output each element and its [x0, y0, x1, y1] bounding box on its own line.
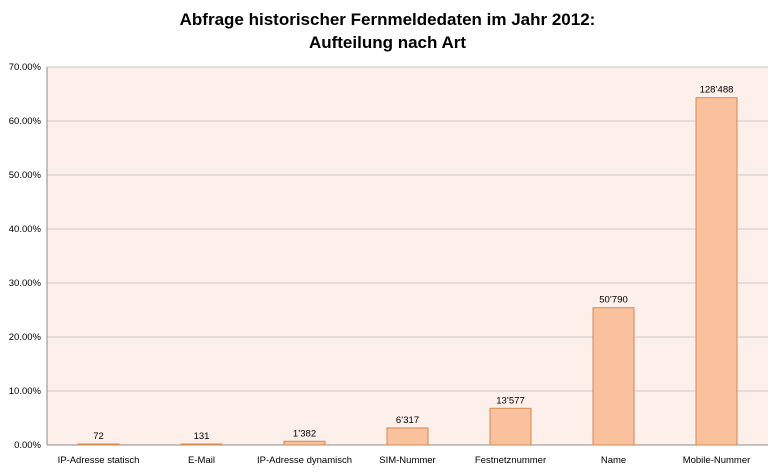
data-label: 50’790 — [599, 295, 628, 306]
data-label: 6’317 — [396, 415, 419, 426]
x-category-label: Name — [601, 455, 626, 466]
bar — [180, 443, 223, 446]
data-label: 131 — [194, 431, 210, 442]
bar — [695, 97, 738, 446]
y-tick-label: 60.00% — [9, 116, 42, 127]
y-tick-label: 50.00% — [9, 170, 42, 181]
bar — [489, 407, 532, 446]
y-tick-label: 40.00% — [9, 224, 42, 235]
bar — [283, 440, 326, 446]
x-category-label: IP-Adresse dynamisch — [257, 455, 352, 466]
x-category-label: SIM-Nummer — [379, 455, 435, 466]
y-tick-label: 10.00% — [9, 386, 42, 397]
y-tick-label: 70.00% — [9, 62, 42, 73]
chart-title-line-2: Aufteilung nach Art — [308, 33, 467, 52]
y-tick-label: 20.00% — [9, 332, 42, 343]
y-tick-label: 30.00% — [9, 278, 42, 289]
x-category-label: E-Mail — [188, 455, 215, 466]
bar — [592, 307, 635, 446]
data-label: 72 — [93, 431, 104, 442]
chart-title: Abfrage historischer Fernmeldedaten im J… — [0, 8, 775, 54]
x-category-label: Mobile-Nummer — [683, 455, 751, 466]
chart-title-line-1: Abfrage historischer Fernmeldedaten im J… — [179, 10, 596, 29]
plot-area — [47, 67, 768, 445]
y-tick-label: 0.00% — [14, 440, 41, 451]
data-label: 1’382 — [293, 428, 316, 439]
data-label: 128’488 — [700, 85, 734, 96]
bar — [77, 443, 120, 446]
x-category-label: IP-Adresse statisch — [58, 455, 140, 466]
x-category-label: Festnetznummer — [475, 455, 546, 466]
data-label: 13’577 — [496, 395, 525, 406]
bar — [386, 427, 429, 446]
